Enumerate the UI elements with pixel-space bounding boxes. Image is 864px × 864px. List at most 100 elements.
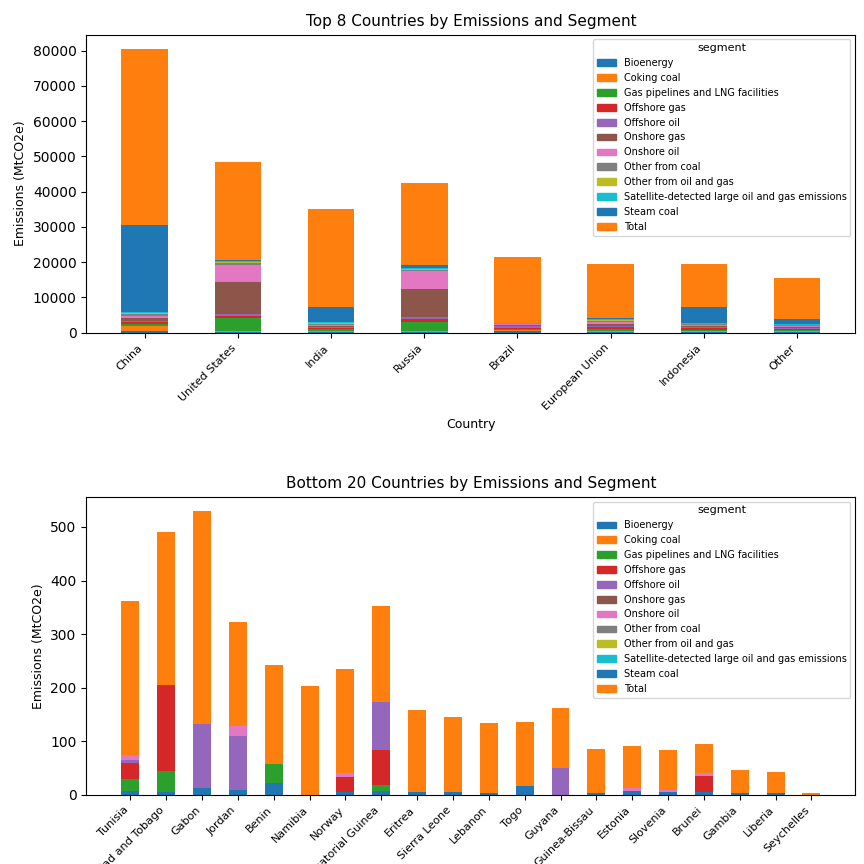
Bar (301, 686, 319, 795)
Bar (681, 328, 727, 330)
Bar (659, 792, 677, 795)
Bar (516, 722, 534, 786)
Bar (494, 257, 541, 323)
Bar (774, 319, 821, 324)
Bar (121, 791, 139, 795)
Bar (121, 326, 168, 331)
Bar (695, 773, 713, 776)
Bar (588, 264, 634, 318)
Bar (588, 324, 634, 327)
Bar (623, 791, 641, 795)
Bar (214, 283, 261, 314)
Bar (516, 786, 534, 795)
Bar (588, 329, 634, 331)
Title: Top 8 Countries by Emissions and Segment: Top 8 Countries by Emissions and Segment (306, 14, 636, 29)
Bar (766, 772, 785, 793)
Bar (494, 326, 541, 328)
Bar (157, 771, 175, 792)
Bar (214, 260, 261, 261)
Bar (731, 793, 749, 795)
Title: Bottom 20 Countries by Emissions and Segment: Bottom 20 Countries by Emissions and Seg… (286, 476, 656, 492)
Bar (214, 263, 261, 264)
Bar (121, 601, 139, 754)
Bar (121, 760, 139, 763)
Bar (229, 736, 247, 790)
Bar (480, 722, 498, 793)
Bar (214, 318, 261, 331)
Bar (229, 790, 247, 795)
Bar (264, 783, 283, 795)
Bar (401, 265, 448, 268)
Bar (229, 622, 247, 727)
Bar (121, 763, 139, 778)
Bar (444, 792, 462, 795)
Bar (308, 328, 354, 329)
Bar (401, 289, 448, 317)
Bar (623, 746, 641, 788)
Bar (121, 778, 139, 791)
Bar (308, 307, 354, 322)
Bar (214, 331, 261, 332)
Bar (214, 262, 261, 263)
Bar (157, 685, 175, 771)
Bar (121, 321, 168, 322)
Bar (681, 264, 727, 307)
Bar (588, 318, 634, 320)
Bar (264, 765, 283, 783)
Bar (494, 331, 541, 333)
Bar (695, 744, 713, 773)
Bar (372, 702, 391, 751)
Bar (588, 793, 606, 795)
Bar (444, 717, 462, 792)
Y-axis label: Emissions (MtCO2e): Emissions (MtCO2e) (32, 583, 45, 708)
Bar (121, 316, 168, 318)
Bar (731, 770, 749, 793)
Bar (401, 317, 448, 319)
Bar (214, 261, 261, 262)
Bar (372, 791, 391, 795)
Bar (121, 314, 168, 316)
Bar (214, 162, 261, 260)
Bar (774, 331, 821, 332)
Bar (695, 776, 713, 792)
Bar (214, 316, 261, 318)
X-axis label: Country: Country (446, 418, 496, 431)
Bar (308, 209, 354, 307)
Bar (121, 754, 139, 760)
Bar (372, 785, 391, 791)
Bar (401, 183, 448, 265)
Bar (480, 793, 498, 795)
Bar (588, 332, 634, 333)
Bar (121, 318, 168, 321)
Bar (551, 768, 569, 795)
Bar (121, 226, 168, 312)
Bar (408, 710, 426, 792)
Bar (588, 321, 634, 324)
Bar (372, 751, 391, 785)
Bar (803, 793, 821, 795)
Bar (623, 788, 641, 791)
Bar (121, 324, 168, 326)
Bar (401, 319, 448, 321)
Bar (774, 278, 821, 319)
Bar (774, 327, 821, 328)
Bar (681, 326, 727, 327)
Bar (401, 268, 448, 269)
Bar (408, 792, 426, 795)
Bar (401, 269, 448, 270)
Legend: Bioenergy, Coking coal, Gas pipelines and LNG facilities, Offshore gas, Offshore: Bioenergy, Coking coal, Gas pipelines an… (593, 40, 850, 236)
Bar (121, 312, 168, 313)
Bar (229, 727, 247, 736)
Bar (588, 327, 634, 329)
Bar (264, 665, 283, 765)
Y-axis label: Emissions (MtCO2e): Emissions (MtCO2e) (14, 121, 28, 246)
Bar (681, 330, 727, 331)
Bar (308, 329, 354, 331)
Bar (336, 792, 354, 795)
Bar (193, 511, 211, 724)
Bar (308, 331, 354, 332)
Bar (214, 264, 261, 283)
Bar (157, 792, 175, 795)
Bar (681, 331, 727, 332)
Bar (401, 331, 448, 332)
